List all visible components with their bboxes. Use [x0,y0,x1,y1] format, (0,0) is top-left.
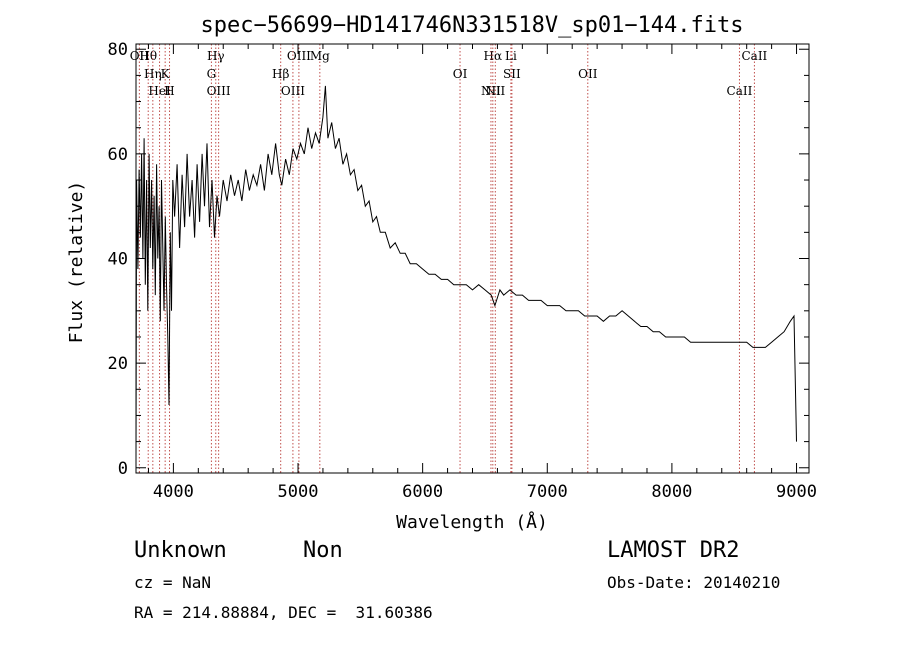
coordinates-text: RA = 214.88884, DEC = 31.60386 [134,603,433,622]
y-tick-label-1: 20 [108,354,128,374]
survey-label: LAMOST DR2 [607,538,740,563]
line-label-21: CaII [741,49,767,63]
y-tick-label-2: 40 [108,250,128,270]
line-label-10: Hβ [272,67,289,81]
line-label-12: Mg [310,49,330,63]
line-label-16: SII [503,67,521,81]
line-label-17: NII [481,84,501,98]
plot-frame [135,43,810,474]
line-label-3: OII [130,49,150,63]
line-label-19: OII [578,67,598,81]
obs-date-text: Obs-Date: 20140210 [607,573,781,592]
line-label-8: OIII [207,84,231,98]
line-label-20: CaII [727,84,753,98]
spectrum-plot [135,85,797,458]
x-tick-label-2: 6000 [402,482,443,502]
x-tick-label-3: 7000 [527,482,568,502]
x-tick-label-1: 5000 [278,482,319,502]
x-tick-label-5: 9000 [776,482,817,502]
spectral-line-markers: HθKHeIOIIHηHHγGOIIIOIIIHβOIIIMgOINIIHαSI… [130,44,768,473]
subclass-label: Non [303,538,343,563]
spectrum-line [135,85,797,458]
line-label-15: Hα [484,49,503,63]
axes: 4000 5000 6000 7000 8000 9000 0 20 40 60 80 [108,40,817,502]
line-label-7: G [207,67,217,81]
chart-title: spec−56699−HD141746N331518V_sp01−144.fit… [200,13,743,38]
line-label-13: OI [453,67,468,81]
line-label-1: K [161,67,171,81]
line-label-11: OIII [281,84,305,98]
line-label-2: HeI [148,84,171,98]
class-label: Unknown [134,538,227,563]
y-tick-label-3: 60 [108,145,128,165]
y-tick-label-4: 80 [108,40,128,60]
x-tick-label-0: 4000 [153,482,194,502]
line-label-9: OIII [287,49,311,63]
line-label-5: H [164,84,174,98]
y-axis-label: Flux (relative) [66,181,87,344]
x-axis-label: Wavelength (Å) [396,511,548,533]
y-tick-label-0: 0 [118,459,128,479]
line-label-14: NII [485,84,505,98]
x-tick-label-4: 8000 [651,482,692,502]
line-label-18: Li [505,49,517,63]
line-label-6: Hγ [207,49,225,63]
redshift-text: cz = NaN [134,573,212,592]
line-label-4: Hη [144,67,162,81]
